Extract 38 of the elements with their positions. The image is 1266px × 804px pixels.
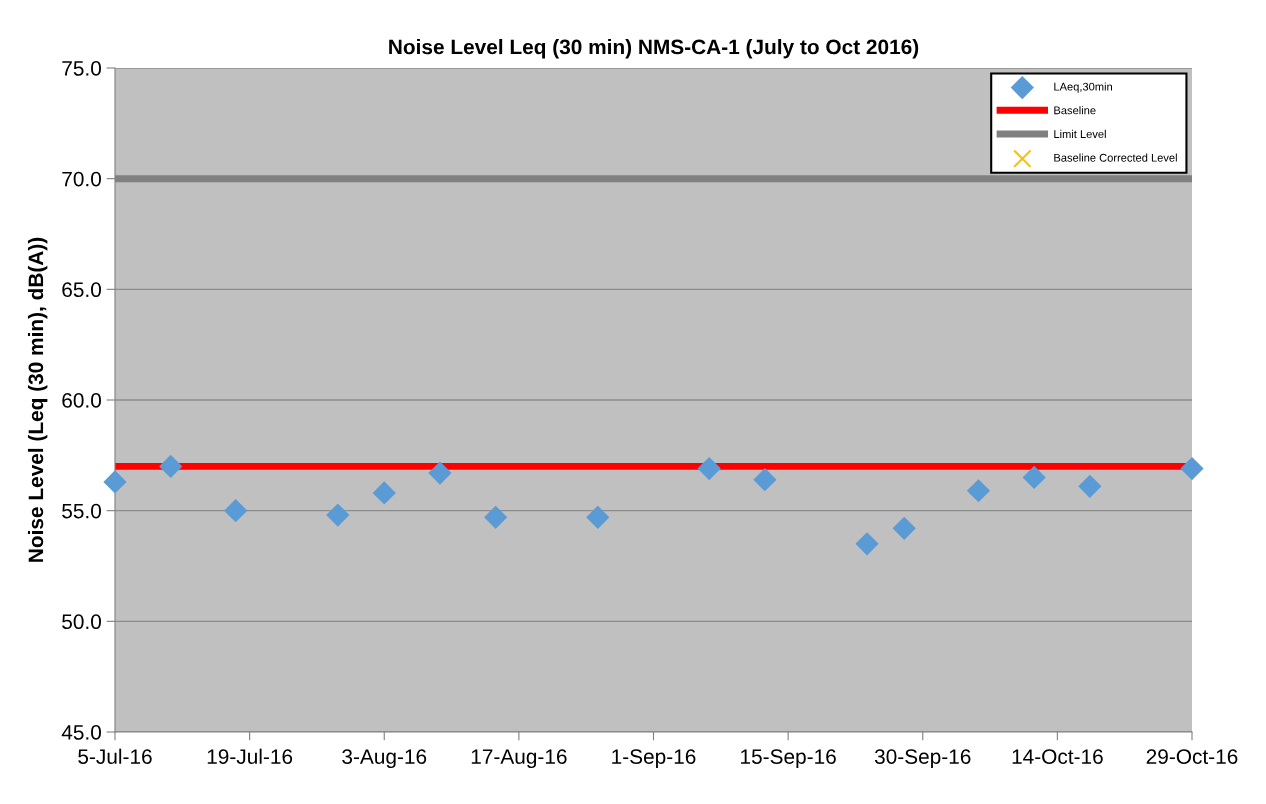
point <box>159 454 183 479</box>
point <box>428 461 452 485</box>
y-axis-title: Noise Level (Leq (30 min), dB(A)) <box>27 237 48 562</box>
x-tick-label: 30-Sep-16 <box>874 749 971 769</box>
x-tick-label: 15-Sep-16 <box>741 749 836 769</box>
point <box>753 468 777 492</box>
legend-label: Baseline <box>1054 106 1096 115</box>
point <box>224 499 248 523</box>
point <box>892 516 916 540</box>
y-tick-label: 55.0 <box>62 503 101 519</box>
point <box>1180 456 1204 481</box>
point <box>103 470 127 494</box>
point <box>326 503 350 527</box>
legend-label: Baseline Corrected Level <box>1054 153 1177 162</box>
y-tick-label: 70.0 <box>62 171 101 187</box>
point <box>966 479 991 503</box>
x-tick-label: 29-Oct-16 <box>1146 749 1238 764</box>
point <box>1078 474 1102 498</box>
x-tick-label: 14-Oct-16 <box>1012 749 1103 764</box>
y-tick-label: 50.0 <box>62 614 101 630</box>
point <box>697 456 721 481</box>
point <box>1022 465 1046 490</box>
legend-label: LAeq,30min <box>1054 82 1112 93</box>
x-tick-label: 1-Sep-16 <box>612 749 696 769</box>
y-tick-label: 60.0 <box>62 393 101 408</box>
legend-label: Limit Level <box>1054 129 1106 138</box>
x-tick-label: 19-Jul-16 <box>207 748 293 764</box>
y-tick-label: 65.0 <box>62 282 101 298</box>
x-tick-label: 5-Jul-16 <box>78 748 152 764</box>
x-tick-label: 3-Aug-16 <box>342 749 427 769</box>
point <box>855 532 879 556</box>
point <box>586 505 610 529</box>
point <box>484 505 508 529</box>
x-tick-label: 17-Aug-16 <box>471 749 567 769</box>
y-tick-label: 75.0 <box>62 61 101 76</box>
chart-title: Noise Level Leq (30 min) NMS-CA-1 (July to Oct 2016) <box>389 39 919 59</box>
y-tick-label: 45.0 <box>61 725 101 740</box>
point <box>372 481 396 505</box>
